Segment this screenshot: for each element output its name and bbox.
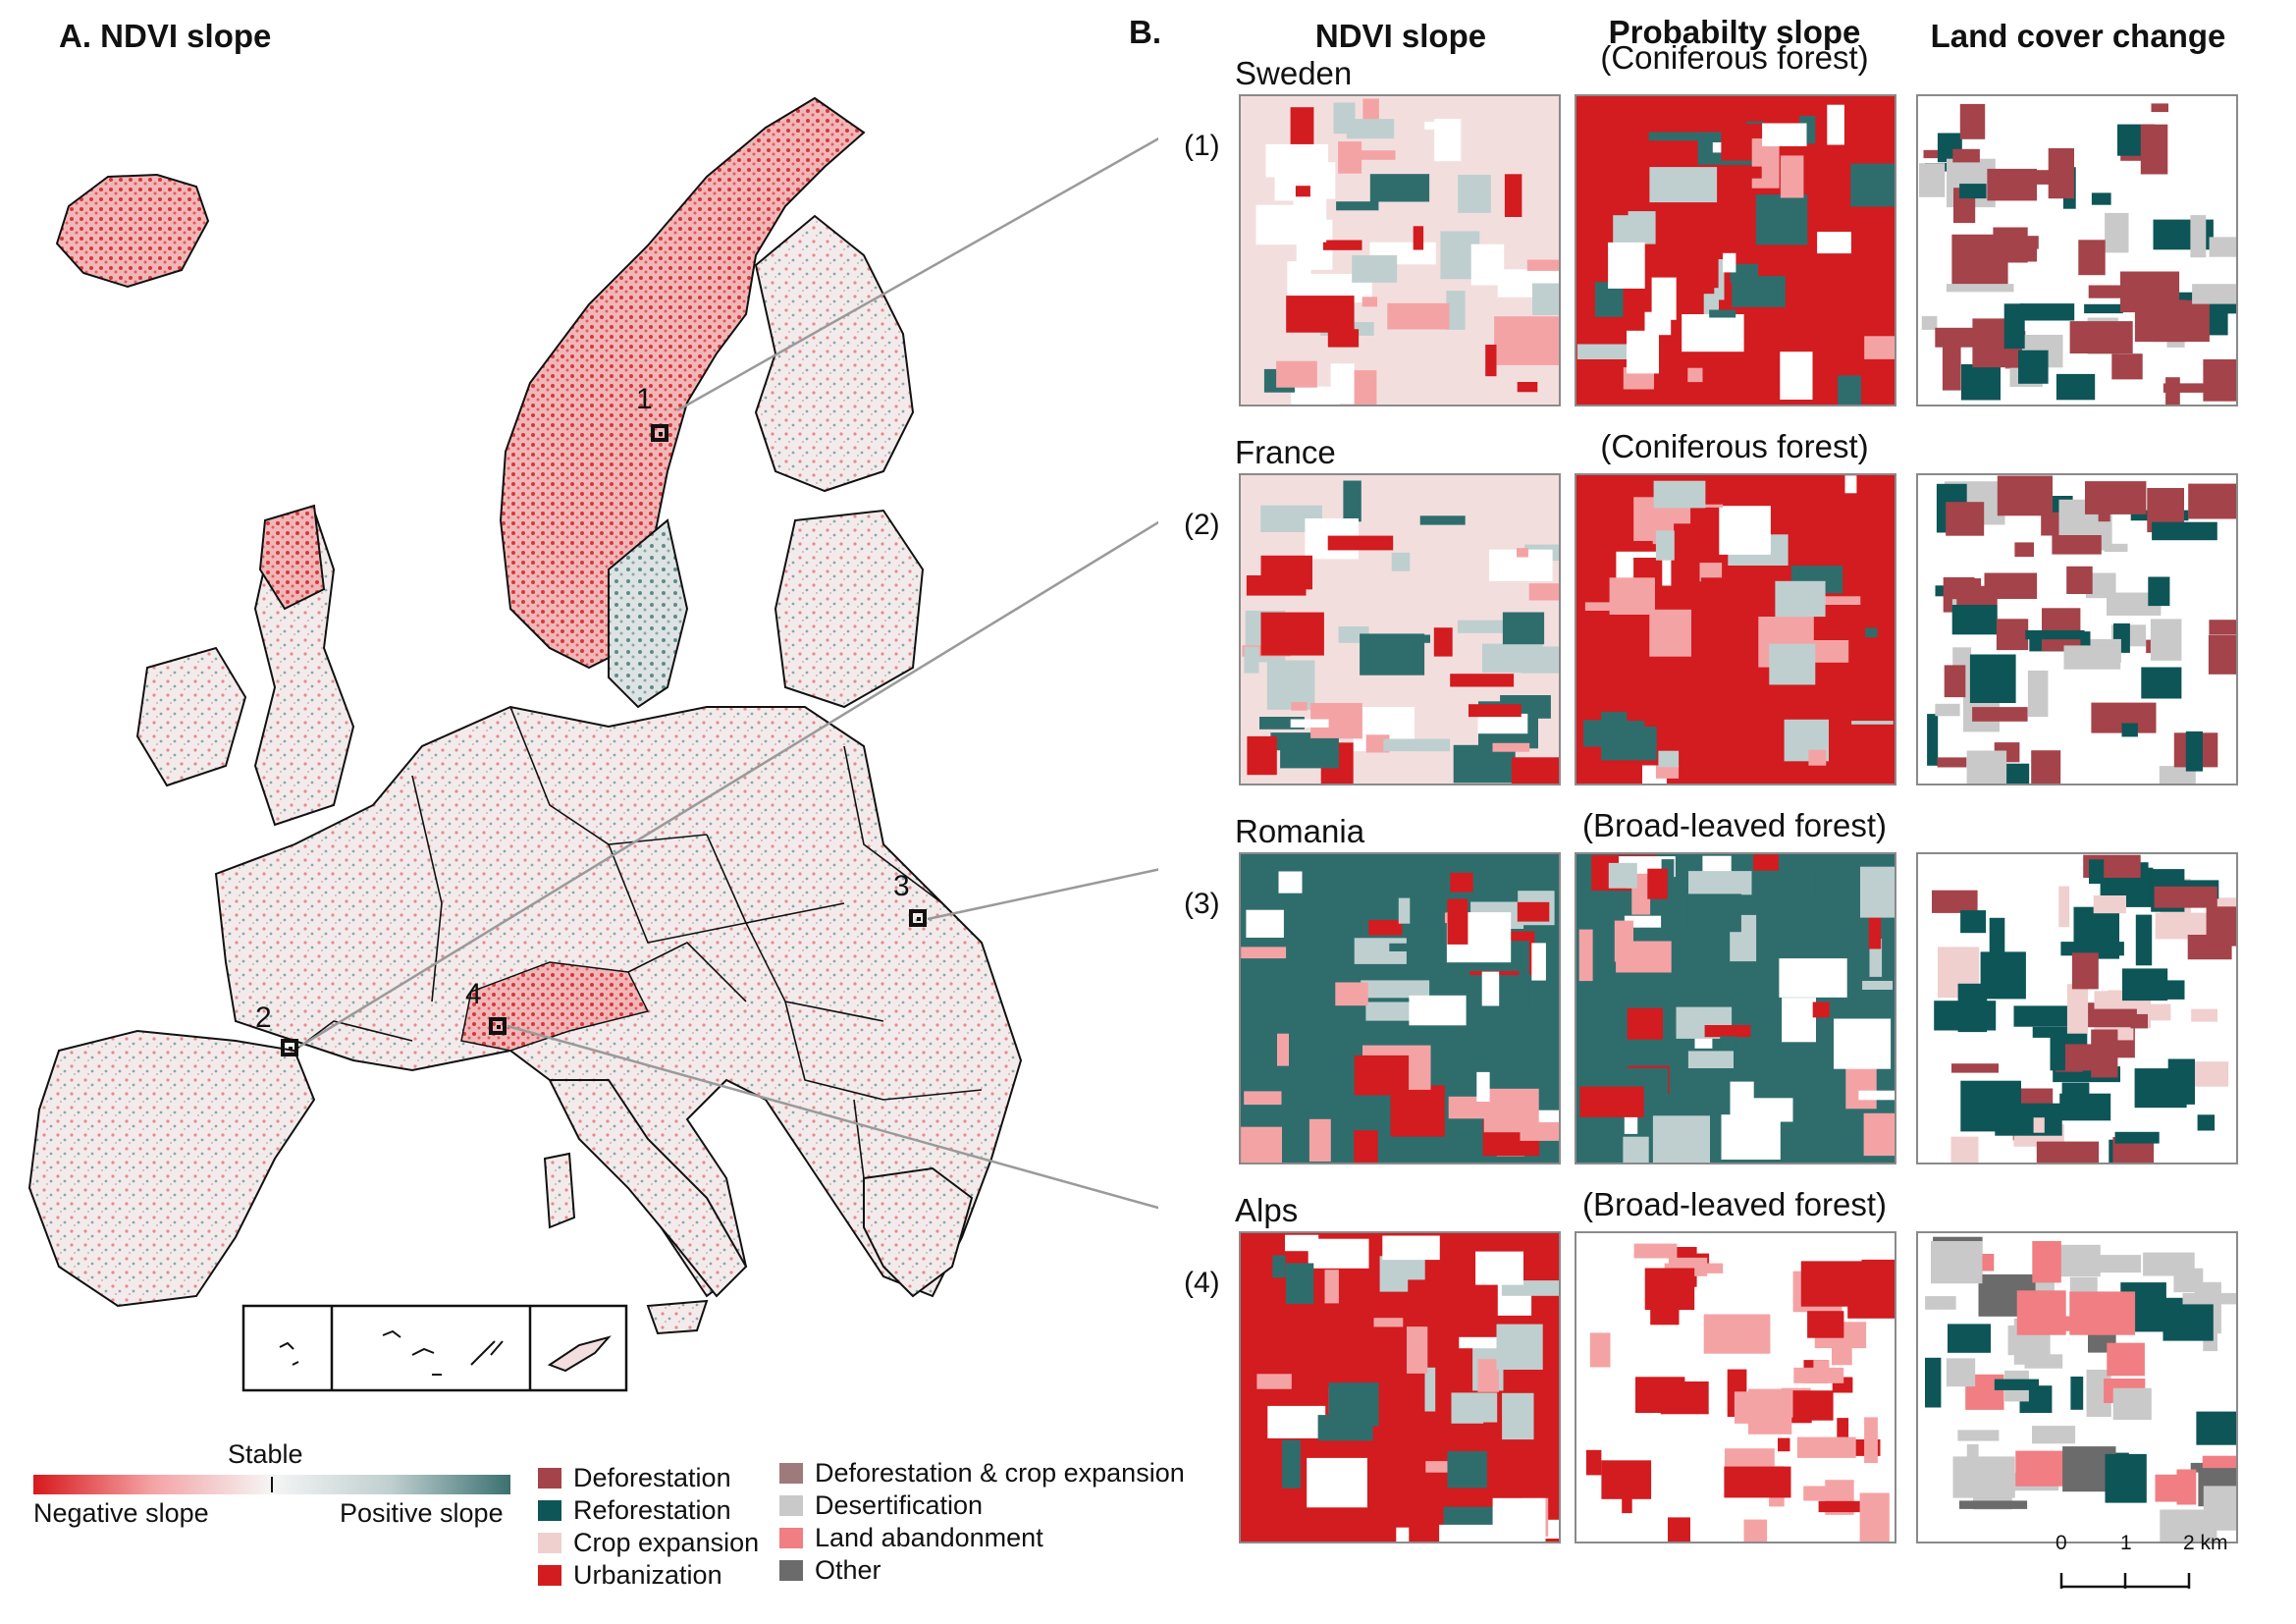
legend-label: Land abandonment bbox=[815, 1523, 1043, 1552]
colorbar-positive-label: Positive slope bbox=[340, 1498, 504, 1528]
europe-ndvi-map bbox=[0, 59, 1240, 1404]
probability-slope-tile bbox=[1575, 94, 1896, 406]
ndvi-slope-tile bbox=[1239, 1231, 1561, 1543]
site-region-label: France bbox=[1235, 434, 1336, 470]
site-row-number: (2) bbox=[1184, 509, 1220, 541]
site-region-label: Romania bbox=[1235, 813, 1365, 849]
site-region-label: Sweden bbox=[1235, 55, 1353, 91]
legend-label: Reforestation bbox=[573, 1495, 731, 1525]
panel-b-label: B. bbox=[1129, 14, 1161, 50]
site-row-number: (1) bbox=[1184, 130, 1220, 162]
site-marker-1-box bbox=[651, 424, 668, 442]
sweden-south-shape bbox=[608, 518, 689, 709]
legend-swatch bbox=[779, 1560, 803, 1581]
land-cover-change-tile bbox=[1916, 1231, 2238, 1543]
legend-label: Desertification bbox=[815, 1490, 984, 1520]
legend-swatch bbox=[779, 1463, 803, 1484]
colorbar-stable-label: Stable bbox=[228, 1439, 303, 1469]
site-row-number: (3) bbox=[1184, 888, 1220, 920]
legend-item: Deforestation bbox=[538, 1463, 731, 1493]
site-marker-1-label: 1 bbox=[636, 383, 653, 415]
scale-tick-0: 0 bbox=[2056, 1532, 2067, 1554]
site-region-label: Alps bbox=[1235, 1192, 1299, 1228]
site-row-number: (4) bbox=[1184, 1267, 1220, 1299]
legend-swatch bbox=[538, 1533, 561, 1553]
ndvi-slope-tile bbox=[1239, 852, 1561, 1164]
island-insets bbox=[241, 1304, 628, 1392]
legend-label: Deforestation bbox=[573, 1463, 731, 1492]
probability-slope-tile bbox=[1575, 852, 1896, 1164]
site-marker-4-box bbox=[489, 1017, 507, 1035]
italy-shape bbox=[548, 1079, 748, 1298]
legend-item: Reforestation bbox=[538, 1495, 731, 1526]
legend-item: Land abandonment bbox=[779, 1523, 1043, 1553]
legend-label: Other bbox=[815, 1555, 881, 1585]
site-marker-2-box bbox=[281, 1039, 298, 1056]
legend-label: Crop expansion bbox=[573, 1528, 760, 1557]
legend-item: Deforestation & crop expansion bbox=[779, 1458, 1185, 1489]
legend-item: Urbanization bbox=[538, 1560, 722, 1591]
ndvi-colorbar bbox=[33, 1475, 510, 1494]
scotland-shape bbox=[258, 504, 326, 611]
baltics-shape bbox=[774, 509, 925, 709]
greece-shape bbox=[863, 1166, 974, 1298]
legend-item: Other bbox=[779, 1555, 881, 1586]
legend-item: Crop expansion bbox=[538, 1528, 759, 1558]
ndvi-slope-tile bbox=[1239, 473, 1561, 785]
legend-label: Urbanization bbox=[573, 1560, 722, 1590]
site-forest-type: (Broad-leaved forest) bbox=[1582, 807, 1887, 843]
scale-tick-1: 1 bbox=[2120, 1532, 2132, 1554]
legend-label: Deforestation & crop expansion bbox=[815, 1458, 1185, 1488]
site-marker-3-label: 3 bbox=[893, 870, 910, 902]
site-marker-2-label: 2 bbox=[255, 1001, 272, 1034]
iceland-shape bbox=[55, 173, 210, 289]
finland-shape bbox=[754, 214, 915, 493]
site-forest-type: (Coniferous forest) bbox=[1600, 428, 1869, 464]
legend-swatch bbox=[538, 1565, 561, 1586]
alps-shape bbox=[460, 961, 650, 1052]
probability-slope-tile bbox=[1575, 1231, 1896, 1543]
ireland-shape bbox=[135, 646, 247, 787]
legend-swatch bbox=[538, 1500, 561, 1521]
leader-lines bbox=[298, 91, 1240, 1232]
legend-item: Desertification bbox=[779, 1490, 983, 1521]
ndvi-slope-tile bbox=[1239, 94, 1561, 406]
sardinia-shape bbox=[543, 1152, 576, 1229]
column-header-ndvi-slope: NDVI slope bbox=[1314, 18, 1487, 54]
country-borders bbox=[294, 706, 983, 1179]
panel-a-title: A. NDVI slope bbox=[59, 18, 272, 54]
column-header-land-cover-change: Land cover change bbox=[1930, 18, 2226, 54]
legend-swatch bbox=[779, 1495, 803, 1516]
site-forest-type: (Broad-leaved forest) bbox=[1582, 1186, 1887, 1222]
legend-swatch bbox=[779, 1528, 803, 1548]
land-cover-change-tile bbox=[1916, 94, 2238, 406]
scale-tick-2: 2 km bbox=[2183, 1532, 2228, 1554]
site-marker-4-label: 4 bbox=[465, 978, 482, 1010]
land-cover-change-tile bbox=[1916, 473, 2238, 785]
scale-bar bbox=[2052, 1563, 2199, 1593]
land-cover-change-tile bbox=[1916, 852, 2238, 1164]
site-forest-type: (Coniferous forest) bbox=[1600, 39, 1869, 76]
sicily-shape bbox=[646, 1299, 709, 1335]
iberia-shape bbox=[27, 1029, 316, 1308]
probability-slope-tile bbox=[1575, 473, 1896, 785]
column-header-probability-slope: Probabilty slope bbox=[1608, 14, 1861, 50]
site-marker-3-box bbox=[909, 909, 927, 927]
colorbar-negative-label: Negative slope bbox=[33, 1498, 209, 1528]
legend-swatch bbox=[538, 1468, 561, 1489]
